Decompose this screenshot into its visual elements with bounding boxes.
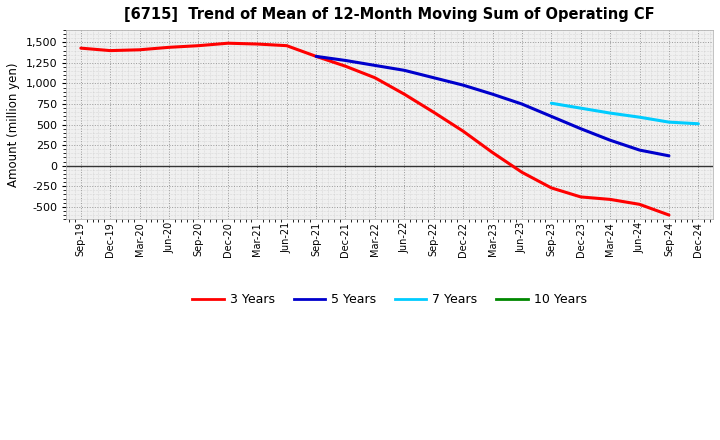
Title: [6715]  Trend of Mean of 12-Month Moving Sum of Operating CF: [6715] Trend of Mean of 12-Month Moving … bbox=[125, 7, 655, 22]
Y-axis label: Amount (million yen): Amount (million yen) bbox=[7, 62, 20, 187]
Legend: 3 Years, 5 Years, 7 Years, 10 Years: 3 Years, 5 Years, 7 Years, 10 Years bbox=[187, 288, 592, 311]
